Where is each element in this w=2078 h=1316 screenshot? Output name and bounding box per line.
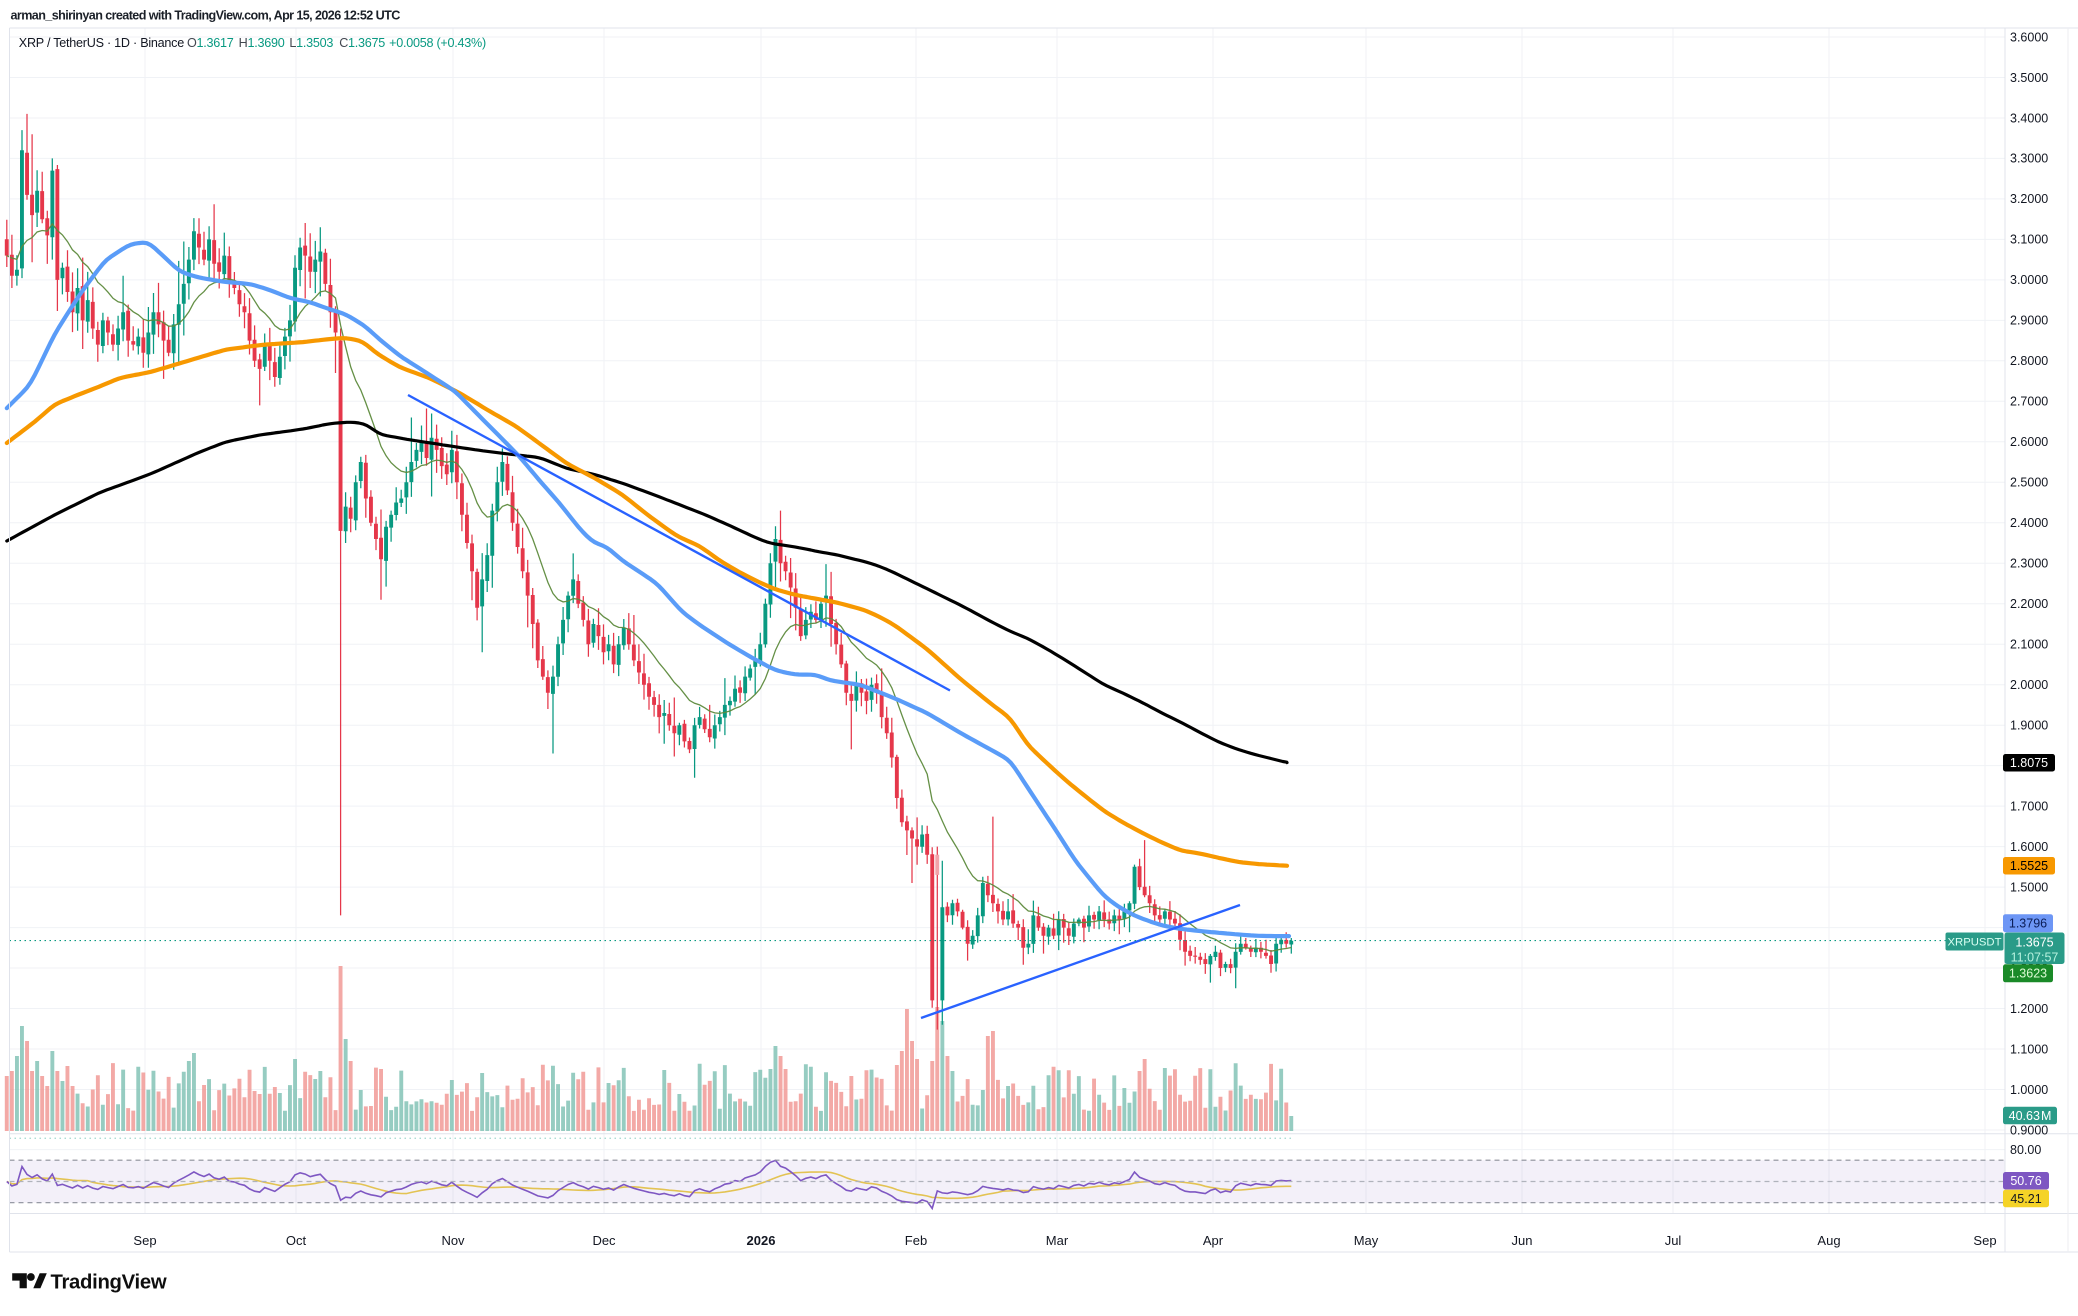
svg-text:2.3000: 2.3000 — [2010, 557, 2048, 571]
svg-text:2.9000: 2.9000 — [2010, 314, 2048, 328]
svg-text:1.3675: 1.3675 — [2015, 935, 2053, 949]
svg-text:Jul: Jul — [1665, 1233, 1682, 1248]
svg-text:3.1000: 3.1000 — [2010, 233, 2048, 247]
svg-text:11:07:57: 11:07:57 — [2011, 950, 2059, 964]
svg-text:Sep: Sep — [1973, 1233, 1996, 1248]
svg-text:1.3796: 1.3796 — [2009, 917, 2047, 931]
svg-text:Apr: Apr — [1203, 1233, 1224, 1248]
svg-text:Jun: Jun — [1512, 1233, 1533, 1248]
svg-text:1.2000: 1.2000 — [2010, 1002, 2048, 1016]
svg-text:80.00: 80.00 — [2010, 1143, 2041, 1157]
svg-text:45.21: 45.21 — [2010, 1192, 2041, 1206]
svg-text:1.8075: 1.8075 — [2010, 756, 2048, 770]
svg-text:Dec: Dec — [592, 1233, 616, 1248]
svg-text:3.0000: 3.0000 — [2010, 273, 2048, 287]
svg-text:1.5000: 1.5000 — [2010, 880, 2048, 894]
svg-text:Nov: Nov — [441, 1233, 465, 1248]
svg-text:XRPUSDT: XRPUSDT — [1948, 936, 2002, 948]
svg-text:2026: 2026 — [747, 1233, 776, 1248]
svg-text:XRP / TetherUS · 1D · Binance: XRP / TetherUS · 1D · Binance — [19, 36, 184, 50]
svg-text:1.1000: 1.1000 — [2010, 1042, 2048, 1056]
svg-text:Sep: Sep — [133, 1233, 156, 1248]
svg-text:2.0000: 2.0000 — [2010, 678, 2048, 692]
svg-text:2.5000: 2.5000 — [2010, 476, 2048, 490]
svg-text:1.9000: 1.9000 — [2010, 719, 2048, 733]
svg-text:3.6000: 3.6000 — [2010, 30, 2048, 44]
svg-text:1.6000: 1.6000 — [2010, 840, 2048, 854]
svg-text:3.4000: 3.4000 — [2010, 111, 2048, 125]
svg-text:1.3623: 1.3623 — [2009, 967, 2047, 981]
svg-text:May: May — [1354, 1233, 1379, 1248]
svg-text:40.63 M: 40.63 M — [2009, 1109, 2052, 1123]
svg-text:2.8000: 2.8000 — [2010, 354, 2048, 368]
svg-text:3.5000: 3.5000 — [2010, 71, 2048, 85]
svg-text:50.76: 50.76 — [2010, 1174, 2041, 1188]
svg-text:1.7000: 1.7000 — [2010, 799, 2048, 813]
svg-text:Aug: Aug — [1817, 1233, 1840, 1248]
svg-text:3.3000: 3.3000 — [2010, 152, 2048, 166]
svg-text:Oct: Oct — [286, 1233, 307, 1248]
svg-text:1.0000: 1.0000 — [2010, 1083, 2048, 1097]
svg-text:1.5525: 1.5525 — [2010, 859, 2048, 873]
svg-text:2.2000: 2.2000 — [2010, 597, 2048, 611]
svg-text:3.2000: 3.2000 — [2010, 192, 2048, 206]
svg-text:0.9000: 0.9000 — [2010, 1123, 2048, 1137]
svg-text:Mar: Mar — [1046, 1233, 1069, 1248]
svg-text:2.4000: 2.4000 — [2010, 516, 2048, 530]
svg-text:Feb: Feb — [905, 1233, 927, 1248]
svg-text:2.6000: 2.6000 — [2010, 435, 2048, 449]
svg-text:2.7000: 2.7000 — [2010, 395, 2048, 409]
svg-text:TradingView: TradingView — [51, 1272, 167, 1294]
svg-text:2.1000: 2.1000 — [2010, 638, 2048, 652]
svg-text:arman_shirinyan created with T: arman_shirinyan created with TradingView… — [11, 9, 401, 23]
